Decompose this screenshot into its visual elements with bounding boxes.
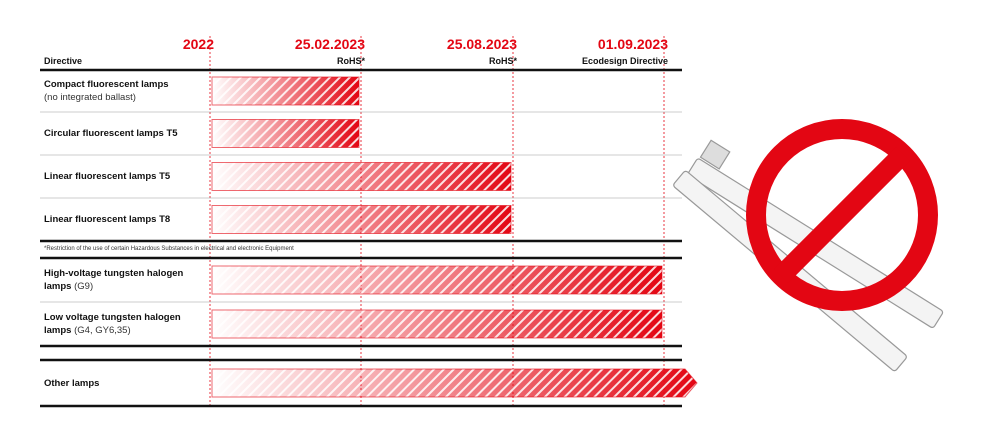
bar-outline — [211, 162, 512, 191]
bar-hatch — [212, 369, 697, 397]
row-label: Low voltage tungsten halogen lamps (G4, … — [44, 302, 194, 346]
column-date: 25.08.2023 — [446, 36, 517, 52]
column-date: 2022 — [182, 36, 214, 52]
bar-outline — [211, 309, 663, 339]
column-label: Ecodesign Directive — [581, 56, 668, 66]
restriction-bar — [211, 76, 360, 106]
row-name: Low voltage tungsten halogen lamps — [44, 312, 181, 336]
bar-outline — [211, 265, 663, 295]
column-date: 01.09.2023 — [597, 36, 668, 52]
row-label: Circular fluorescent lamps T5 — [44, 112, 194, 155]
row-name: High-voltage tungsten halogen lamps — [44, 268, 184, 292]
restriction-bar — [211, 119, 360, 148]
bar-hatch — [212, 266, 662, 294]
row-label: High-voltage tungsten halogen lamps (G9) — [44, 258, 194, 302]
row-detail: (G9) — [74, 281, 94, 292]
row-name: Linear fluorescent lamps T8 — [44, 214, 171, 225]
bar-outline — [211, 368, 698, 398]
restriction-bar — [211, 309, 663, 339]
row-name: Linear fluorescent lamps T5 — [44, 171, 171, 182]
row-detail: (no integrated ballast) — [44, 92, 136, 103]
column-label: Directive — [44, 56, 83, 66]
column-label: RoHS* — [336, 56, 365, 66]
restriction-bar — [211, 265, 663, 295]
row-name: Compact fluorescent lamps — [44, 79, 169, 90]
row-name: Other lamps — [44, 377, 100, 389]
bar-outline — [211, 205, 512, 234]
no-lamps-icon — [673, 119, 944, 372]
restriction-bar — [211, 205, 512, 234]
row-label: Compact fluorescent lamps (no integrated … — [44, 70, 194, 112]
bar-outline — [211, 119, 360, 148]
row-label: Linear fluorescent lamps T5 — [44, 155, 194, 198]
restriction-bar — [211, 368, 698, 398]
row-name: Circular fluorescent lamps T5 — [44, 128, 178, 139]
row-label: Linear fluorescent lamps T8 — [44, 198, 194, 241]
row-detail: (G4, GY6,35) — [74, 325, 131, 336]
bar-outline — [211, 76, 360, 106]
bar-hatch — [212, 205, 511, 234]
footnote: *Restriction of the use of certain Hazar… — [44, 246, 294, 252]
bar-hatch — [212, 162, 511, 191]
bar-hatch — [212, 310, 662, 338]
restriction-bar — [211, 162, 512, 191]
bar-hatch — [212, 119, 359, 148]
row-label: Other lamps — [44, 360, 194, 406]
bar-hatch — [212, 77, 359, 105]
column-label: RoHS* — [488, 56, 517, 66]
column-date: 25.02.2023 — [294, 36, 365, 52]
